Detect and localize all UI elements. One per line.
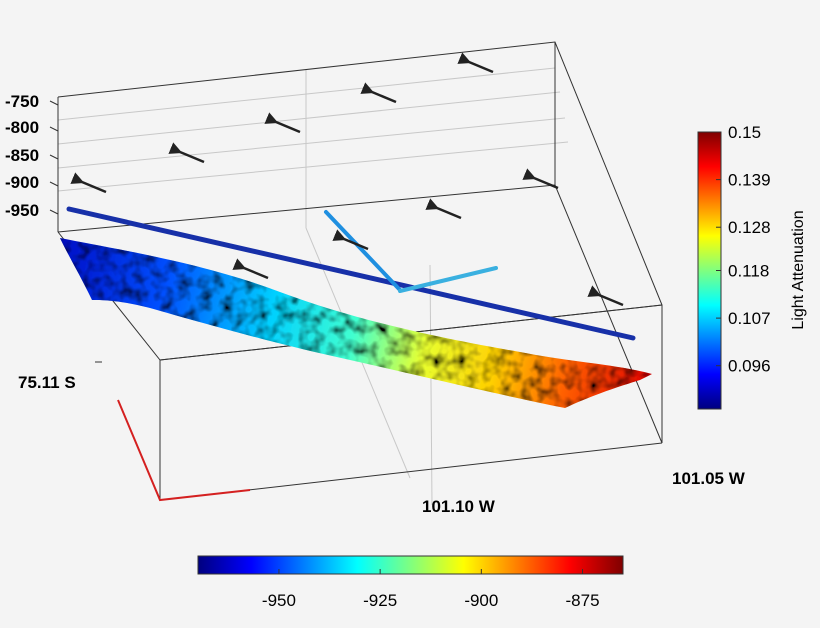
x-axis-label-right: 101.05 W: [672, 469, 746, 488]
attenuation-tick-label: 0.128: [728, 218, 771, 237]
attenuation-colorbar: 0.15 0.139 0.128 0.118 0.107 0.096 Light Atte…: [697, 123, 807, 410]
depth-tick-label: -950: [262, 591, 296, 610]
z-tick-label: -950: [5, 201, 39, 220]
z-tick-mark: [49, 181, 59, 187]
attenuation-tick-label: 0.107: [728, 309, 771, 328]
track-branch-upper: [324, 210, 402, 292]
z-tick-label: -900: [5, 173, 39, 192]
current-vectors: [70, 52, 624, 307]
current-vector-arrow: [457, 52, 494, 74]
depth-tick-label: -900: [464, 591, 498, 610]
depth-tick-label: -925: [363, 591, 397, 610]
current-vector-arrow: [264, 112, 301, 134]
depth-tick-label: -875: [566, 591, 600, 610]
attenuation-tick-label: 0.118: [728, 262, 769, 281]
y-axis-label: 75.11 S: [18, 373, 76, 392]
axis-red: [117, 399, 251, 502]
current-vector-arrow: [232, 258, 269, 280]
seafloor-surface: [60, 238, 652, 408]
z-tick-mark: [49, 100, 59, 106]
z-tick-label: -750: [5, 92, 39, 111]
depth-colorbar-gradient: [197, 555, 624, 575]
current-vector-arrow: [70, 172, 107, 194]
track-main: [66, 206, 636, 341]
current-vector-arrow: [425, 198, 462, 220]
z-tick-mark: [49, 126, 59, 132]
z-tick-label: -800: [5, 118, 39, 137]
current-vector-arrow: [332, 229, 369, 251]
attenuation-tick-label: 0.15: [728, 123, 761, 142]
current-vector-arrow: [522, 168, 559, 190]
current-vector-arrow: [360, 82, 397, 104]
z-tick-mark: [49, 209, 59, 215]
attenuation-tick-label: 0.096: [728, 357, 771, 376]
x-axis-label-mid: 101.10 W: [422, 497, 496, 516]
tracks: [66, 206, 636, 341]
z-tick-mark: [49, 154, 59, 160]
track-branch-right: [398, 266, 498, 293]
z-tick-labels: -750 -800 -850 -900 -950: [5, 92, 59, 220]
attenuation-tick-label: 0.139: [728, 171, 771, 190]
current-vector-arrow: [587, 285, 624, 307]
attenuation-colorbar-title: Light Attenuation: [790, 210, 807, 329]
z-tick-label: -850: [5, 146, 39, 165]
current-vector-arrow: [168, 142, 205, 164]
depth-colorbar: -950 -925 -900 -875: [197, 555, 624, 610]
